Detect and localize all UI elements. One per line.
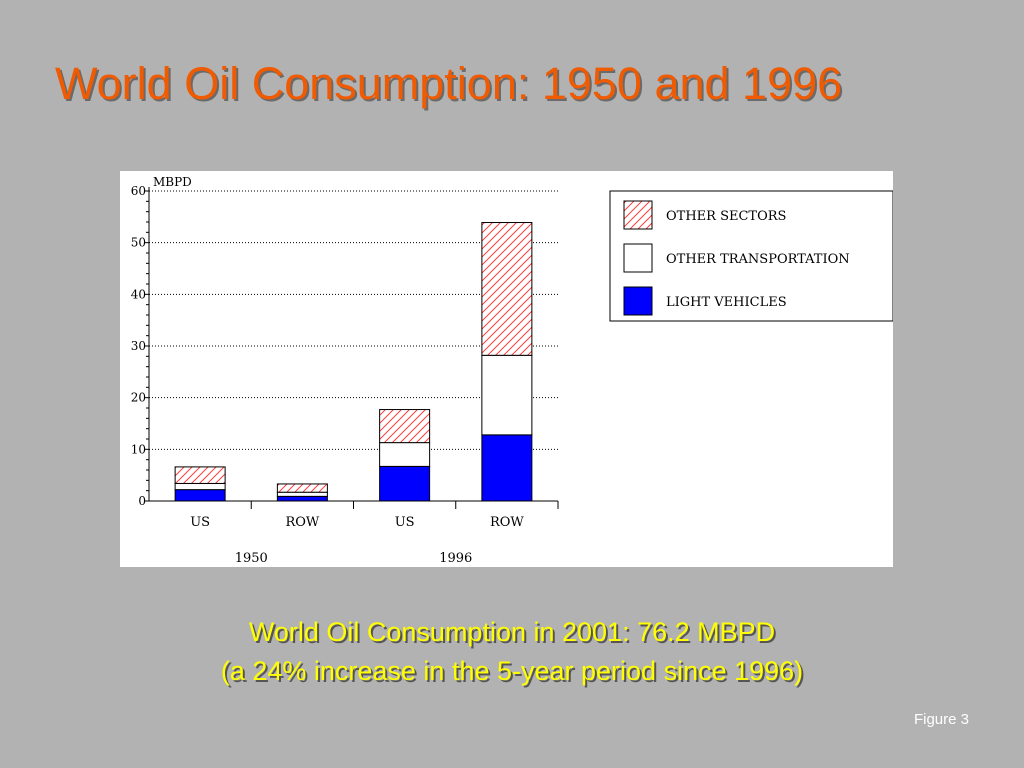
y-tick-label: 50	[131, 236, 146, 250]
bar-segment-other-sectors	[379, 409, 431, 444]
y-tick-label: 0	[138, 494, 146, 508]
y-tick-label: 40	[131, 287, 146, 301]
legend-swatch	[623, 286, 653, 316]
x-category-label: US	[395, 515, 415, 530]
bar-segment-other-transportation	[174, 482, 226, 491]
legend-swatch	[623, 200, 653, 230]
stacked-bar-chart: 0 10 20 30 40 50 60 MBPD US ROW US ROW 1950 1996 OTHE…	[120, 171, 893, 567]
gridlines	[149, 190, 558, 450]
chart-canvas: 0 10 20 30 40 50 60 MBPD US ROW US ROW 1950 1996 OTHE…	[131, 175, 893, 566]
y-tick-label: 60	[131, 184, 146, 198]
legend-label: OTHER TRANSPORTATION	[666, 252, 850, 267]
x-group-label: 1996	[439, 551, 472, 566]
legend-label: OTHER SECTORS	[666, 209, 786, 224]
caption-line-1: World Oil Consumption in 2001: 76.2 MBPD	[248, 617, 776, 647]
bar-stacks	[174, 222, 533, 502]
bar-segment-other-sectors	[276, 483, 328, 493]
bar-segment-other-sectors	[174, 466, 226, 484]
bar-segment-other-transportation	[379, 442, 431, 467]
x-category-label: US	[190, 515, 210, 530]
legend-label: LIGHT VEHICLES	[666, 295, 787, 310]
x-category-label: ROW	[490, 515, 524, 530]
bar-segment-light-vehicles	[481, 434, 533, 502]
y-axis-label: MBPD	[153, 175, 192, 189]
bar-segment-other-sectors	[481, 222, 533, 356]
bar-segment-other-transportation	[276, 491, 328, 497]
x-category-label: ROW	[285, 515, 319, 530]
x-group-label: 1950	[235, 551, 268, 566]
bar-segment-light-vehicles	[379, 465, 431, 502]
legend-box	[609, 190, 893, 322]
bar-segment-light-vehicles	[276, 495, 328, 502]
y-tick-label: 10	[131, 442, 146, 456]
figure-label: Figure 3	[913, 711, 969, 728]
bar-segment-light-vehicles	[174, 489, 226, 502]
legend-swatch	[623, 243, 653, 273]
bar-segment-other-transportation	[481, 354, 533, 436]
legend: OTHER SECTORS OTHER TRANSPORTATION LIGHT V…	[609, 190, 893, 322]
y-tick-label: 30	[131, 339, 146, 353]
axes: 0 10 20 30 40 50 60 MBPD US ROW US ROW 1950 1996	[131, 175, 559, 566]
y-tick-label: 20	[131, 391, 146, 405]
caption-line-2: (a 24% increase in the 5-year period sin…	[220, 656, 804, 686]
slide-title: World Oil Consumption: 1950 and 1996	[55, 58, 843, 109]
